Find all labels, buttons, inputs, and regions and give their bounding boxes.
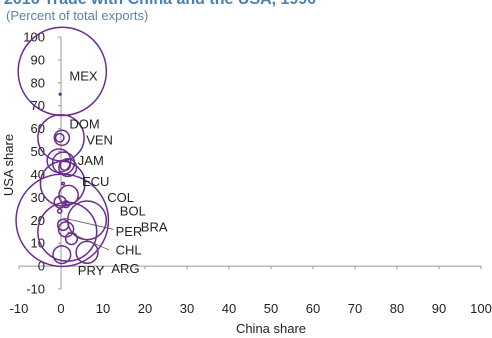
bubble-point <box>56 208 63 214</box>
country-label: JAM <box>78 153 104 168</box>
y-tick-label: 90 <box>31 52 45 67</box>
country-label: CHL <box>116 243 142 258</box>
bubble-point <box>75 240 99 265</box>
bubble-point <box>59 159 71 172</box>
x-tick-label: 100 <box>470 301 492 316</box>
bubble-point <box>58 158 78 178</box>
country-label: PRY <box>78 263 105 278</box>
country-label: BRA <box>141 220 168 235</box>
x-tick-label: 0 <box>57 301 64 316</box>
x-tick-label: 70 <box>348 301 362 316</box>
x-tick-label: 30 <box>180 301 194 316</box>
leader-line <box>63 217 114 230</box>
country-label: DOM <box>69 117 99 132</box>
x-tick-label: 80 <box>390 301 404 316</box>
country-label: ARG <box>111 261 139 276</box>
x-tick-label: 50 <box>264 301 278 316</box>
axes-layer: -10 0 10 20 30 40 50 60 70 80 90 100-10010203040506… <box>10 30 492 317</box>
x-tick-label: -10 <box>10 301 29 316</box>
country-label: COL <box>107 190 134 205</box>
bubble-point <box>61 200 71 209</box>
chart-subtitle: (Percent of total exports) <box>6 8 149 23</box>
y-tick-label: 30 <box>31 190 45 205</box>
bubble-point <box>61 181 66 186</box>
x-tick-label: 10 <box>96 301 110 316</box>
bubble-point <box>58 184 79 206</box>
bubble-point <box>58 92 62 96</box>
x-tick-label: 60 <box>306 301 320 316</box>
x-tick-label: 90 <box>432 301 446 316</box>
bubble-point <box>64 231 79 246</box>
y-tick-label: -10 <box>26 282 45 297</box>
bubble-point <box>52 245 72 265</box>
country-label: ECU <box>82 174 109 189</box>
country-label: MEX <box>69 68 98 83</box>
bubble-point <box>66 200 108 241</box>
x-axis-title: China share <box>236 321 306 336</box>
y-axis-title: USA share <box>1 134 16 196</box>
bubbles-layer <box>15 26 110 268</box>
country-label: PER <box>116 224 143 239</box>
x-tick-label: 20 <box>138 301 152 316</box>
chart-title: 2016 Trade with China and the USA, 1990 <box>4 0 316 9</box>
y-tick-label: 0 <box>38 259 45 274</box>
country-label: VEN <box>86 133 113 148</box>
country-label: BOL <box>120 204 146 219</box>
y-tick-label: 80 <box>31 75 45 90</box>
y-tick-label: 50 <box>31 144 45 159</box>
y-tick-label: 70 <box>31 98 45 113</box>
bubble-point <box>53 129 71 147</box>
bubble-point <box>54 132 65 143</box>
bubble-point <box>15 173 110 268</box>
x-tick-label: 40 <box>222 301 236 316</box>
leader-line <box>67 231 110 251</box>
bubble-point <box>56 218 70 232</box>
